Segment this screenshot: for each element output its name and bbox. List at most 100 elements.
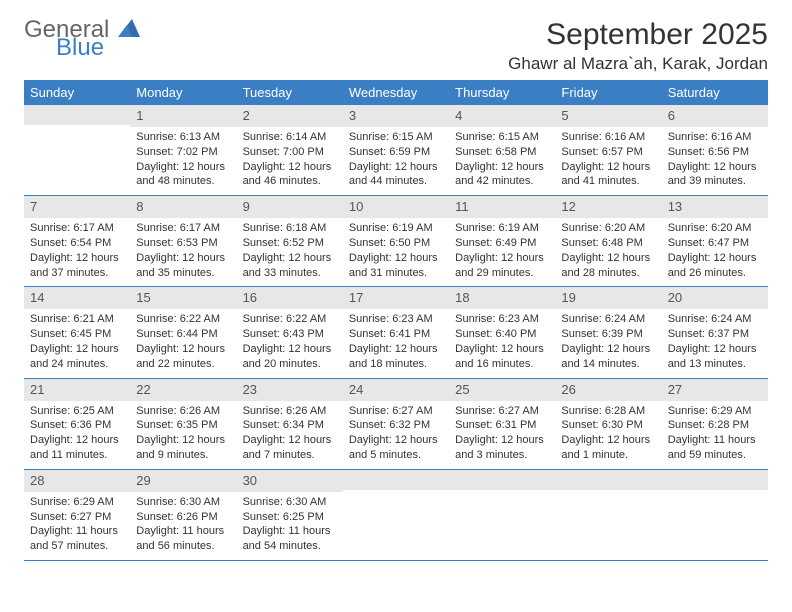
dow-header: Tuesday <box>237 80 343 105</box>
sunrise: Sunrise: 6:27 AM <box>349 404 443 419</box>
day-number: 1 <box>136 108 143 123</box>
daylight-line2: and 46 minutes. <box>243 174 337 189</box>
day-number: 27 <box>668 382 682 397</box>
day-cell: 15Sunrise: 6:22 AMSunset: 6:44 PMDayligh… <box>130 287 236 377</box>
sunrise: Sunrise: 6:25 AM <box>30 404 124 419</box>
sunrise: Sunrise: 6:13 AM <box>136 130 230 145</box>
day-number: 29 <box>136 473 150 488</box>
sunset: Sunset: 6:47 PM <box>668 236 762 251</box>
sunrise: Sunrise: 6:16 AM <box>561 130 655 145</box>
sunset: Sunset: 6:30 PM <box>561 418 655 433</box>
day-cell: 3Sunrise: 6:15 AMSunset: 6:59 PMDaylight… <box>343 105 449 195</box>
brand-logo: General Blue <box>24 18 140 60</box>
sunrise: Sunrise: 6:20 AM <box>668 221 762 236</box>
daylight-line1: Daylight: 12 hours <box>668 251 762 266</box>
daylight-line2: and 54 minutes. <box>243 539 337 554</box>
dow-header: Sunday <box>24 80 130 105</box>
daylight-line1: Daylight: 12 hours <box>668 342 762 357</box>
sunrise: Sunrise: 6:30 AM <box>136 495 230 510</box>
daylight-line2: and 26 minutes. <box>668 266 762 281</box>
day-cell: 20Sunrise: 6:24 AMSunset: 6:37 PMDayligh… <box>662 287 768 377</box>
week-row: 14Sunrise: 6:21 AMSunset: 6:45 PMDayligh… <box>24 287 768 378</box>
sunset: Sunset: 6:25 PM <box>243 510 337 525</box>
daylight-line1: Daylight: 12 hours <box>455 433 549 448</box>
day-cell: 4Sunrise: 6:15 AMSunset: 6:58 PMDaylight… <box>449 105 555 195</box>
daylight-line1: Daylight: 12 hours <box>243 342 337 357</box>
daynum-row: 27 <box>662 379 768 401</box>
day-cell <box>343 470 449 560</box>
daylight-line2: and 24 minutes. <box>30 357 124 372</box>
daylight-line2: and 7 minutes. <box>243 448 337 463</box>
sunrise: Sunrise: 6:28 AM <box>561 404 655 419</box>
calendar-grid: Sunday Monday Tuesday Wednesday Thursday… <box>24 80 768 561</box>
daylight-line1: Daylight: 12 hours <box>136 160 230 175</box>
sunrise: Sunrise: 6:22 AM <box>136 312 230 327</box>
sunset: Sunset: 6:57 PM <box>561 145 655 160</box>
daylight-line2: and 13 minutes. <box>668 357 762 372</box>
daylight-line2: and 37 minutes. <box>30 266 124 281</box>
daylight-line2: and 5 minutes. <box>349 448 443 463</box>
day-number: 8 <box>136 199 143 214</box>
month-title: September 2025 <box>508 18 768 52</box>
sunset: Sunset: 6:44 PM <box>136 327 230 342</box>
sunrise: Sunrise: 6:15 AM <box>455 130 549 145</box>
day-number: 25 <box>455 382 469 397</box>
daylight-line1: Daylight: 11 hours <box>668 433 762 448</box>
daylight-line2: and 48 minutes. <box>136 174 230 189</box>
day-cell <box>24 105 130 195</box>
day-number: 21 <box>30 382 44 397</box>
daynum-row: 10 <box>343 196 449 218</box>
sunrise: Sunrise: 6:20 AM <box>561 221 655 236</box>
day-number: 20 <box>668 290 682 305</box>
daynum-row: 12 <box>555 196 661 218</box>
sunrise: Sunrise: 6:17 AM <box>136 221 230 236</box>
daynum-row: 8 <box>130 196 236 218</box>
sunset: Sunset: 6:36 PM <box>30 418 124 433</box>
daylight-line1: Daylight: 12 hours <box>455 160 549 175</box>
day-cell: 21Sunrise: 6:25 AMSunset: 6:36 PMDayligh… <box>24 379 130 469</box>
day-number: 3 <box>349 108 356 123</box>
daynum-row: 21 <box>24 379 130 401</box>
daynum-row: 15 <box>130 287 236 309</box>
day-number: 17 <box>349 290 363 305</box>
daylight-line2: and 14 minutes. <box>561 357 655 372</box>
daylight-line1: Daylight: 12 hours <box>243 160 337 175</box>
week-row: 21 Sunrise: 6:25 AMSunset: 6:36 PM Dayligh… <box>24 379 768 470</box>
day-cell: 8Sunrise: 6:17 AMSunset: 6:53 PMDaylight… <box>130 196 236 286</box>
title-block: September 2025 Ghawr al Mazra`ah, Karak,… <box>508 18 768 74</box>
daylight-line2: and 31 minutes. <box>349 266 443 281</box>
day-cell: 6Sunrise: 6:16 AMSunset: 6:56 PMDaylight… <box>662 105 768 195</box>
sunset: Sunset: 6:35 PM <box>136 418 230 433</box>
sunset: Sunset: 6:43 PM <box>243 327 337 342</box>
sunset: Sunset: 6:32 PM <box>349 418 443 433</box>
calendar-page: General Blue September 2025 Ghawr al Maz… <box>0 0 792 579</box>
sunset: Sunset: 7:02 PM <box>136 145 230 160</box>
daynum-row: 13 <box>662 196 768 218</box>
sunrise: Sunrise: 6:17 AM <box>30 221 124 236</box>
day-number: 6 <box>668 108 675 123</box>
sunrise: Sunrise: 6:19 AM <box>455 221 549 236</box>
daylight-line2: and 44 minutes. <box>349 174 443 189</box>
daynum-row: 2 <box>237 105 343 127</box>
header: General Blue September 2025 Ghawr al Maz… <box>24 18 768 74</box>
daylight-line1: Daylight: 11 hours <box>136 524 230 539</box>
daylight-line2: and 29 minutes. <box>455 266 549 281</box>
day-cell: 18Sunrise: 6:23 AMSunset: 6:40 PMDayligh… <box>449 287 555 377</box>
day-cell: 19Sunrise: 6:24 AMSunset: 6:39 PMDayligh… <box>555 287 661 377</box>
sunset: Sunset: 7:00 PM <box>243 145 337 160</box>
day-cell: 13 Sunrise: 6:20 AMSunset: 6:47 PMDayligh… <box>662 196 768 286</box>
sunrise: Sunrise: 6:22 AM <box>243 312 337 327</box>
daylight-line1: Daylight: 12 hours <box>561 160 655 175</box>
day-cell: 24Sunrise: 6:27 AMSunset: 6:32 PMDayligh… <box>343 379 449 469</box>
day-cell: 5 Sunrise: 6:16 AMSunset: 6:57 PMDaylight… <box>555 105 661 195</box>
daylight-line2: and 42 minutes. <box>455 174 549 189</box>
daylight-line2: and 35 minutes. <box>136 266 230 281</box>
daynum-row: 5 <box>555 105 661 127</box>
day-cell: 11Sunrise: 6:19 AMSunset: 6:49 PMDayligh… <box>449 196 555 286</box>
day-cell: 17Sunrise: 6:23 AMSunset: 6:41 PMDayligh… <box>343 287 449 377</box>
sunrise: Sunrise: 6:18 AM <box>243 221 337 236</box>
day-number: 2 <box>243 108 250 123</box>
daynum-row: 22 <box>130 379 236 401</box>
daynum-row: 30 <box>237 470 343 492</box>
daynum-row: 29 <box>130 470 236 492</box>
